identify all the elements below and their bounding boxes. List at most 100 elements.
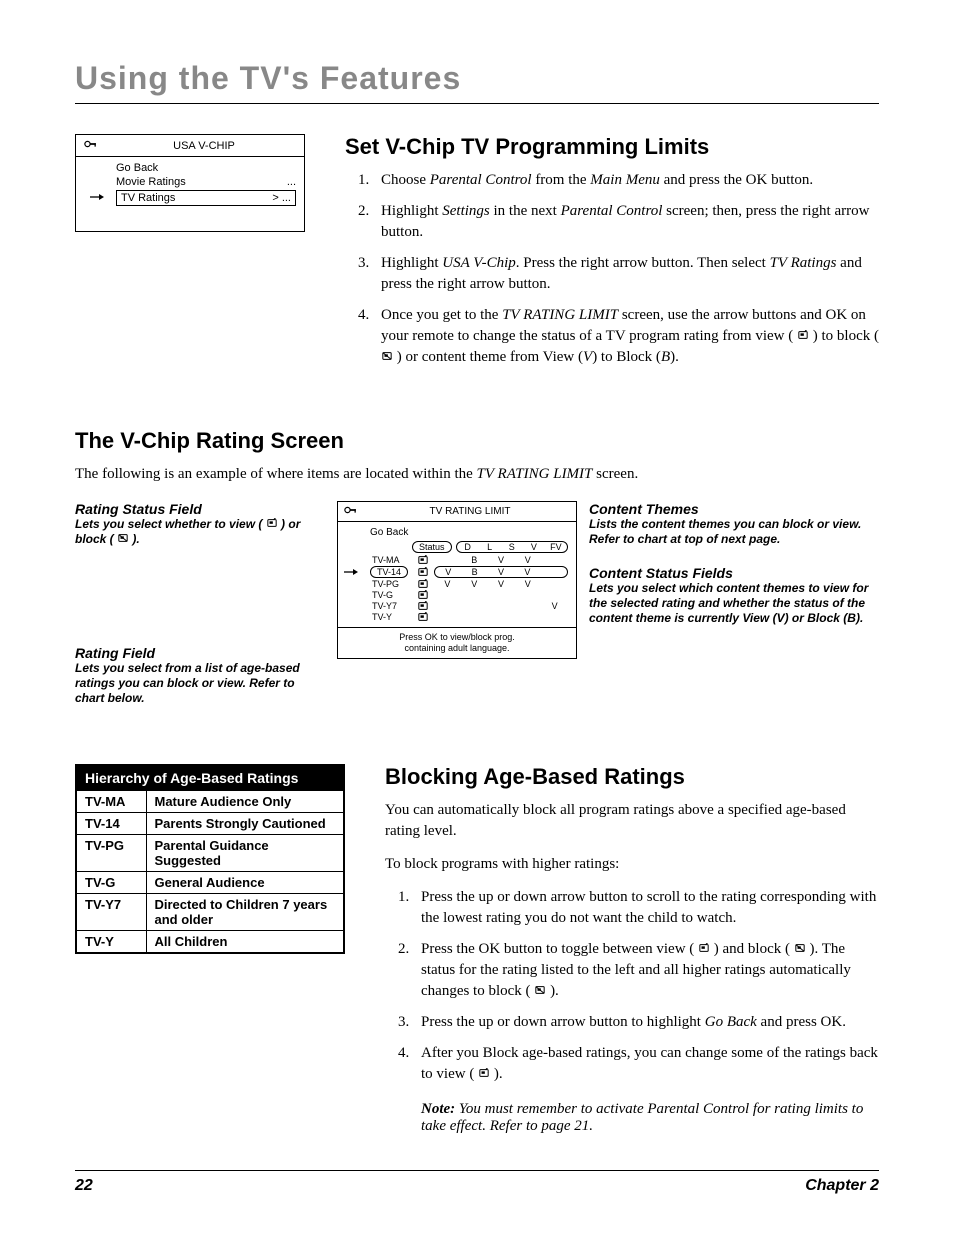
callout-title: Content Status Fields: [589, 565, 869, 581]
menu-body: Go Back Movie Ratings ... TV Ratings > .…: [76, 157, 304, 231]
table-row: TV-Y7Directed to Children 7 years and ol…: [76, 894, 344, 931]
step-item: Press the up or down arrow button to scr…: [413, 887, 879, 929]
content-cell: V: [434, 579, 461, 589]
rating-row: TV-MABVV: [370, 555, 568, 565]
top-row: USA V-CHIP Go Back Movie Ratings ... TV …: [75, 134, 879, 378]
tv-block-icon: [381, 351, 393, 361]
rs-goback: Go Back: [370, 526, 568, 541]
tv-view-icon: [698, 943, 710, 953]
content-cell: V: [488, 579, 515, 589]
note: Note: You must remember to activate Pare…: [421, 1101, 879, 1135]
rating-desc: Parental Guidance Suggested: [146, 835, 344, 872]
rating-label: TV-Y: [370, 612, 412, 622]
steps-list: Choose Parental Control from the Main Me…: [345, 170, 879, 368]
table-header: Hierarchy of Age-Based Ratings: [76, 765, 344, 791]
menu-item-ext: ...: [266, 176, 296, 188]
step-item: Once you get to the TV RATING LIMIT scre…: [373, 305, 879, 368]
menu-item-ext: > ...: [261, 192, 291, 204]
rs-title-row: TV RATING LIMIT: [338, 502, 576, 522]
step-item: Highlight Settings in the next Parental …: [373, 201, 879, 243]
table-row: TV-YAll Children: [76, 931, 344, 954]
content-cell: B: [461, 555, 488, 565]
rs-status-row: Status D L S V FV: [370, 541, 568, 553]
callout-title: Content Themes: [589, 501, 869, 517]
table-row: TV-GGeneral Audience: [76, 872, 344, 894]
rating-code: TV-14: [76, 813, 146, 835]
title-rule: [75, 103, 879, 104]
arrow-right-icon: [90, 192, 116, 205]
section-heading: Blocking Age-Based Ratings: [385, 764, 879, 790]
content-status-box: VBVV: [434, 566, 568, 578]
menu-item-label: TV Ratings: [121, 192, 261, 204]
theme-header: L: [479, 542, 501, 552]
theme-header: D: [457, 542, 479, 552]
callout-body: Lets you select from a list of age-based…: [75, 661, 325, 706]
tv-block-icon: [117, 533, 129, 543]
rating-code: TV-Y7: [76, 894, 146, 931]
content-cell: V: [514, 579, 541, 589]
step-item: Choose Parental Control from the Main Me…: [373, 170, 879, 191]
section-intro: The following is an example of where ite…: [75, 464, 879, 485]
theme-header: S: [501, 542, 523, 552]
page-footer: 22 Chapter 2: [75, 1170, 879, 1195]
menu-title: USA V-CHIP: [112, 140, 296, 152]
callout-body: Lets you select whether to view ( ) or b…: [75, 517, 325, 547]
table-row: TV-MAMature Audience Only: [76, 791, 344, 813]
menu-item: Movie Ratings ...: [116, 175, 296, 189]
theme-header: FV: [545, 542, 567, 552]
page-title: Using the TV's Features: [75, 60, 879, 97]
rating-desc: All Children: [146, 931, 344, 954]
rating-row: TV-Y7V: [370, 601, 568, 611]
tv-rating-limit-screen: TV RATING LIMIT Go Back Status D L S V F…: [337, 501, 577, 659]
menu-item-ext: [266, 162, 296, 174]
rating-row: TV-Y: [370, 612, 568, 622]
rs-title: TV RATING LIMIT: [370, 506, 570, 517]
theme-header: V: [523, 542, 545, 552]
key-icon: [84, 138, 112, 153]
content-cell: [541, 555, 568, 565]
rs-body: Go Back Status D L S V FV TV-MABVVTV-14V…: [338, 522, 576, 627]
menu-item: Go Back: [116, 161, 296, 175]
content-cell: [434, 555, 461, 565]
rating-label: TV-MA: [370, 555, 412, 565]
menu-item-selected: TV Ratings > ...: [84, 189, 296, 207]
page-number: 22: [75, 1177, 93, 1195]
section-blocking: Blocking Age-Based Ratings You can autom…: [385, 764, 879, 1135]
section-heading: The V-Chip Rating Screen: [75, 428, 879, 454]
tv-view-icon: [412, 555, 434, 565]
rating-row: TV-14VBVV: [344, 566, 568, 578]
tv-block-icon: [794, 943, 806, 953]
rating-desc: Parents Strongly Cautioned: [146, 813, 344, 835]
content-cell: [461, 601, 488, 611]
body-text: You can automatically block all program …: [385, 800, 879, 842]
rating-code: TV-G: [76, 872, 146, 894]
callout-title: Rating Field: [75, 645, 325, 661]
tv-view-icon: [797, 330, 809, 340]
content-cell: V: [488, 555, 515, 565]
tv-view-icon: [266, 518, 278, 528]
rating-code: TV-PG: [76, 835, 146, 872]
step-item: Press the OK button to toggle between vi…: [413, 939, 879, 1002]
rating-label: TV-G: [370, 590, 412, 600]
chapter-label: Chapter 2: [805, 1177, 879, 1195]
callout-body: Lets you select which content themes to …: [589, 581, 869, 626]
tv-view-icon: [412, 612, 434, 622]
content-cell: [541, 579, 568, 589]
steps-list: Press the up or down arrow button to scr…: [385, 887, 879, 1085]
content-cell: [541, 567, 567, 577]
tv-view-icon: [412, 601, 434, 611]
content-cell: [514, 601, 541, 611]
section-rating-screen: The V-Chip Rating Screen The following i…: [75, 428, 879, 724]
menu-item-label: Go Back: [116, 162, 266, 174]
callout-body: Lists the content themes you can block o…: [589, 517, 869, 547]
rating-label: TV-PG: [370, 579, 412, 589]
section-set-vchip: Set V-Chip TV Programming Limits Choose …: [345, 134, 879, 378]
rating-desc: Mature Audience Only: [146, 791, 344, 813]
rating-desc: Directed to Children 7 years and older: [146, 894, 344, 931]
content-cell: V: [461, 579, 488, 589]
tv-view-icon: [412, 567, 434, 577]
ratings-hierarchy-table: Hierarchy of Age-Based Ratings TV-MAMatu…: [75, 764, 345, 954]
callouts-right: Content Themes Lists the content themes …: [589, 501, 869, 644]
rating-label: TV-Y7: [370, 601, 412, 611]
content-cell: V: [435, 567, 461, 577]
